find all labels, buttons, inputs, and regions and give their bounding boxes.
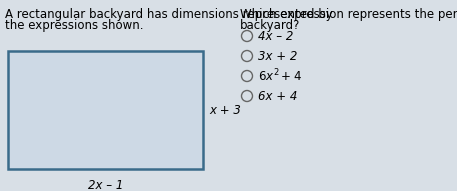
Text: 6x + 4: 6x + 4 — [258, 90, 298, 103]
Text: the expressions shown.: the expressions shown. — [5, 19, 143, 32]
Text: 4x – 2: 4x – 2 — [258, 29, 293, 43]
Text: Which expression represents the perimeter of the: Which expression represents the perimete… — [240, 8, 457, 21]
Text: x + 3: x + 3 — [209, 104, 241, 117]
Circle shape — [241, 70, 253, 82]
Text: $6x^2 + 4$: $6x^2 + 4$ — [258, 68, 302, 84]
Text: A rectangular backyard has dimensions represented by: A rectangular backyard has dimensions re… — [5, 8, 333, 21]
Circle shape — [241, 31, 253, 41]
Circle shape — [241, 50, 253, 62]
Circle shape — [241, 91, 253, 101]
Text: 2x – 1: 2x – 1 — [88, 179, 123, 191]
Text: 3x + 2: 3x + 2 — [258, 49, 298, 62]
Bar — [8, 51, 203, 169]
Text: backyard?: backyard? — [240, 19, 300, 32]
